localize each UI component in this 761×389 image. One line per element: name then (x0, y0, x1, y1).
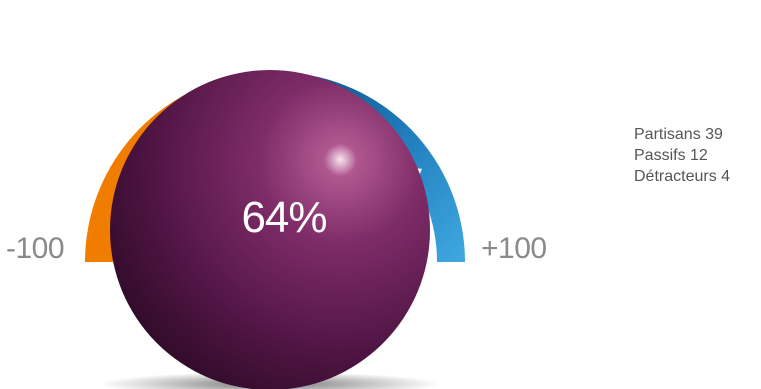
legend-label: Partisans (634, 126, 701, 143)
axis-max-label: +100 (481, 232, 547, 265)
legend-label: Détracteurs (634, 168, 717, 185)
legend-value: 4 (721, 168, 731, 185)
legend-label: Passifs (634, 147, 686, 164)
legend-value: 39 (705, 126, 723, 143)
legend-value: 12 (690, 147, 708, 164)
legend-item-passifs: Passifs 12 (634, 145, 730, 166)
axis-min-label: -100 (6, 232, 65, 265)
legend-item-partisans: Partisans 39 (634, 124, 730, 145)
gauge-value: 64% (241, 193, 327, 242)
gauge-ball (110, 70, 430, 389)
legend: Partisans 39 Passifs 12 Détracteurs 4 (634, 124, 730, 187)
legend-item-detracteurs: Détracteurs 4 (634, 166, 730, 187)
